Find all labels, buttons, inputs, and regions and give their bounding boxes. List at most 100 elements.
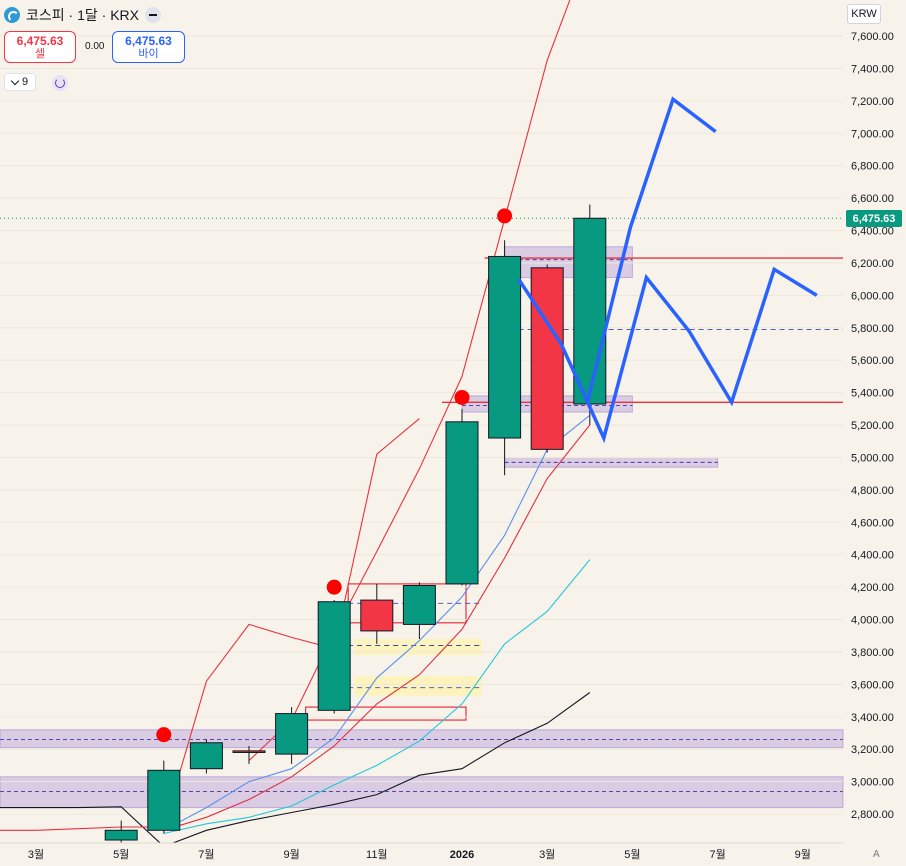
price-tick-label: 5,800.00 bbox=[851, 323, 894, 335]
time-tick-label: 3월 bbox=[539, 848, 555, 861]
signal-marker bbox=[326, 579, 342, 595]
candle-body bbox=[147, 769, 181, 831]
price-tick-label: 3,000.00 bbox=[851, 777, 894, 789]
price-tick-label: 3,600.00 bbox=[851, 679, 894, 691]
candle[interactable] bbox=[275, 707, 309, 764]
price-tick-label: 4,200.00 bbox=[851, 582, 894, 594]
highlight-box bbox=[354, 639, 482, 656]
moving-average-line bbox=[163, 424, 591, 831]
price-tick-label: 5,200.00 bbox=[851, 420, 894, 432]
zone-band bbox=[504, 246, 633, 279]
time-tick-label: 7월 bbox=[198, 848, 214, 861]
sell-label: 셀 bbox=[34, 48, 46, 60]
candle[interactable] bbox=[232, 745, 266, 764]
candle-body bbox=[360, 599, 394, 632]
spread-value: 0.00 bbox=[85, 41, 105, 52]
highlight-box bbox=[354, 676, 482, 696]
candle-body bbox=[232, 750, 266, 753]
buy-price: 6,475.63 bbox=[125, 34, 172, 48]
price-tick-label: 3,800.00 bbox=[851, 647, 894, 659]
moving-averages-layer bbox=[0, 0, 591, 843]
moving-average-line bbox=[0, 692, 591, 843]
projection-up-path[interactable] bbox=[586, 96, 717, 402]
time-tick-label: 3월 bbox=[28, 848, 44, 861]
indicator-count: 9 bbox=[21, 76, 29, 88]
candle[interactable] bbox=[402, 582, 436, 640]
candle-body bbox=[530, 267, 564, 450]
moving-average-line bbox=[163, 559, 591, 835]
price-axis-bg bbox=[844, 0, 906, 866]
price-tick-label: 4,800.00 bbox=[851, 485, 894, 497]
candle-body bbox=[488, 255, 522, 439]
moving-average-line bbox=[0, 418, 420, 831]
time-tick-label: 5월 bbox=[624, 848, 640, 861]
candle-body bbox=[189, 742, 223, 770]
price-tick-label: 7,200.00 bbox=[851, 96, 894, 108]
currency-selector[interactable]: KRW bbox=[847, 4, 881, 24]
price-tick-label: 6,200.00 bbox=[851, 258, 894, 270]
price-tick-label: 6,000.00 bbox=[851, 290, 894, 302]
candle-body bbox=[275, 713, 309, 755]
price-tick-label: 4,400.00 bbox=[851, 550, 894, 562]
zones-layer bbox=[0, 217, 844, 809]
candle[interactable] bbox=[317, 600, 351, 714]
sell-button[interactable]: 6,475.63 셀 bbox=[4, 31, 76, 63]
symbol-header: 코스피 · 1달 · KRX bbox=[4, 4, 161, 26]
buy-label: 바이 bbox=[138, 48, 159, 60]
auto-scale-button[interactable]: A bbox=[873, 849, 880, 860]
price-tick-label: 6,400.00 bbox=[851, 226, 894, 238]
candle[interactable] bbox=[445, 408, 479, 586]
symbol-title[interactable]: 코스피 · 1달 · KRX bbox=[26, 7, 139, 23]
candle[interactable] bbox=[573, 204, 607, 426]
time-tick-label: 11월 bbox=[366, 848, 388, 861]
grid-layer bbox=[0, 35, 843, 815]
candle[interactable] bbox=[530, 264, 564, 453]
price-tick-label: 7,000.00 bbox=[851, 128, 894, 140]
price-tick-label: 5,400.00 bbox=[851, 388, 894, 400]
price-tick-label: 6,800.00 bbox=[851, 161, 894, 173]
price-tick-label: 4,000.00 bbox=[851, 615, 894, 627]
candle-body bbox=[104, 829, 138, 841]
price-tick-label: 5,600.00 bbox=[851, 355, 894, 367]
price-tick-label: 7,600.00 bbox=[851, 31, 894, 43]
time-tick-label: 7월 bbox=[709, 848, 725, 861]
candle-body bbox=[317, 601, 351, 711]
moving-average-line bbox=[248, 0, 571, 761]
indicators-toggle[interactable]: 9 bbox=[4, 73, 36, 91]
chevron-down-icon bbox=[10, 76, 20, 85]
signal-marker bbox=[454, 389, 470, 405]
candle[interactable] bbox=[189, 739, 223, 774]
candle[interactable] bbox=[147, 760, 181, 834]
price-tick-label: 6,600.00 bbox=[851, 193, 894, 205]
projection-path[interactable] bbox=[517, 266, 818, 444]
candle-body bbox=[573, 217, 607, 405]
price-tick-label: 4,600.00 bbox=[851, 517, 894, 529]
price-tick-label: 7,400.00 bbox=[851, 63, 894, 75]
signal-marker bbox=[497, 208, 513, 224]
candle[interactable] bbox=[104, 820, 138, 847]
time-tick-label: 2026 bbox=[450, 849, 474, 861]
refresh-icon[interactable] bbox=[52, 75, 68, 91]
price-tick-label: 5,000.00 bbox=[851, 452, 894, 464]
time-tick-label: 5월 bbox=[113, 848, 129, 861]
symbol-logo-icon bbox=[4, 7, 20, 23]
price-tick-label: 3,200.00 bbox=[851, 744, 894, 756]
sell-price: 6,475.63 bbox=[16, 34, 64, 48]
buy-button[interactable]: 6,475.63 바이 bbox=[112, 31, 185, 63]
last-price-label: 6,475.63 bbox=[846, 210, 902, 227]
candle-body bbox=[402, 585, 436, 625]
signal-marker bbox=[156, 727, 172, 743]
moving-average-line bbox=[163, 414, 591, 831]
time-tick-label: 9월 bbox=[283, 848, 299, 861]
candle[interactable] bbox=[488, 240, 522, 476]
candles-layer[interactable] bbox=[104, 204, 607, 847]
time-tick-label: 9월 bbox=[795, 848, 811, 861]
candle-body bbox=[445, 421, 479, 585]
price-tick-label: 3,400.00 bbox=[851, 712, 894, 724]
candle[interactable] bbox=[360, 583, 394, 644]
price-tick-label: 2,800.00 bbox=[851, 809, 894, 821]
drawings-layer[interactable] bbox=[156, 96, 818, 743]
collapse-icon[interactable] bbox=[144, 7, 161, 23]
